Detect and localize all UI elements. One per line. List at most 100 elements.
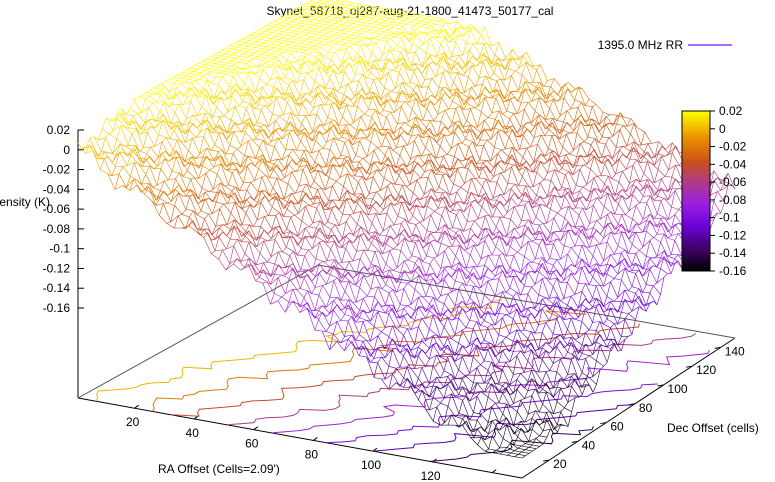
mesh-segment	[539, 223, 544, 226]
mesh-segment	[477, 264, 485, 268]
mesh-segment	[516, 125, 525, 134]
mesh-segment	[601, 143, 606, 158]
mesh-segment	[290, 112, 295, 116]
mesh-segment	[661, 178, 669, 192]
mesh-segment	[623, 125, 631, 134]
mesh-segment	[366, 72, 371, 79]
mesh-segment	[475, 61, 484, 67]
mesh-segment	[567, 247, 572, 255]
mesh-segment	[295, 24, 303, 27]
mesh-segment	[395, 58, 401, 69]
mesh-segment	[236, 73, 245, 84]
mesh-segment	[487, 279, 492, 282]
mesh-segment	[326, 59, 332, 71]
mesh-segment	[570, 337, 575, 340]
mesh-segment	[528, 219, 536, 235]
mesh-segment	[416, 92, 424, 108]
mesh-segment	[574, 86, 579, 101]
mesh-segment	[268, 96, 274, 107]
mesh-segment	[351, 155, 357, 163]
mesh-segment	[263, 42, 271, 45]
mesh-segment	[614, 224, 619, 230]
mesh-segment	[374, 59, 379, 62]
mesh-segment	[419, 220, 424, 223]
mesh-segment	[607, 192, 612, 197]
mesh-segment	[466, 266, 474, 269]
mesh-segment	[388, 146, 397, 168]
mesh-segment	[535, 232, 543, 235]
mesh-segment	[313, 104, 321, 109]
mesh-segment	[359, 60, 364, 63]
mesh-segment	[318, 11, 327, 14]
mesh-segment	[339, 41, 347, 44]
mesh-segment	[419, 118, 424, 121]
mesh-segment	[576, 185, 584, 188]
mesh-segment	[567, 273, 572, 283]
mesh-segment	[319, 52, 328, 71]
mesh-segment	[470, 220, 475, 229]
mesh-segment	[432, 61, 440, 66]
mesh-segment	[500, 65, 506, 70]
mesh-segment	[201, 58, 207, 62]
mesh-segment	[436, 55, 444, 66]
mesh-segment	[618, 181, 627, 192]
mesh-segment	[217, 84, 226, 94]
mesh-segment	[329, 78, 337, 92]
mesh-segment	[582, 225, 590, 240]
mesh-segment	[240, 131, 246, 147]
mesh-segment	[520, 271, 529, 283]
mesh-segment	[295, 16, 301, 20]
mesh-segment	[415, 116, 420, 120]
mesh-segment	[664, 198, 672, 208]
mesh-segment	[443, 155, 451, 171]
mesh-segment	[470, 108, 478, 128]
mesh-segment	[583, 137, 589, 143]
mesh-segment	[433, 133, 441, 136]
mesh-segment	[549, 286, 554, 299]
mesh-segment	[270, 158, 278, 162]
mesh-segment	[373, 30, 378, 34]
mesh-segment	[427, 169, 432, 178]
mesh-segment	[671, 223, 679, 229]
mesh-segment	[412, 204, 417, 216]
mesh-segment	[459, 228, 464, 232]
mesh-segment	[362, 74, 367, 79]
mesh-segment	[218, 72, 226, 75]
mesh-segment	[347, 34, 352, 38]
mesh-segment	[396, 145, 404, 149]
mesh-segment	[310, 42, 318, 44]
mesh-segment	[524, 88, 529, 90]
mesh-segment	[489, 176, 494, 183]
mesh-segment	[253, 58, 261, 61]
mesh-segment	[649, 240, 658, 257]
mesh-segment	[438, 206, 446, 209]
mesh-segment	[510, 183, 516, 189]
mesh-segment	[534, 347, 543, 351]
mesh-segment	[461, 158, 469, 162]
mesh-segment	[529, 160, 538, 167]
mesh-segment	[581, 102, 586, 107]
mesh-segment	[389, 131, 397, 148]
mesh-segment	[281, 42, 289, 45]
mesh-segment	[560, 267, 568, 277]
mesh-segment	[341, 3, 349, 6]
mesh-segment	[492, 235, 500, 240]
mesh-segment	[201, 66, 209, 69]
mesh-segment	[336, 37, 344, 40]
mesh-segment	[338, 48, 346, 52]
mesh-segment	[315, 34, 323, 37]
mesh-segment	[410, 63, 415, 71]
mesh-segment	[493, 172, 501, 177]
mesh-segment	[448, 91, 457, 99]
mesh-segment	[343, 83, 348, 95]
mesh-segment	[375, 213, 380, 215]
mesh-segment	[344, 142, 353, 163]
mesh-segment	[248, 66, 257, 75]
mesh-segment	[383, 202, 391, 211]
mesh-segment	[514, 183, 519, 187]
mesh-segment	[225, 45, 231, 49]
mesh-segment	[364, 212, 373, 224]
mesh-segment	[502, 270, 511, 289]
mesh-segment	[409, 179, 418, 185]
mesh-segment	[560, 84, 565, 98]
